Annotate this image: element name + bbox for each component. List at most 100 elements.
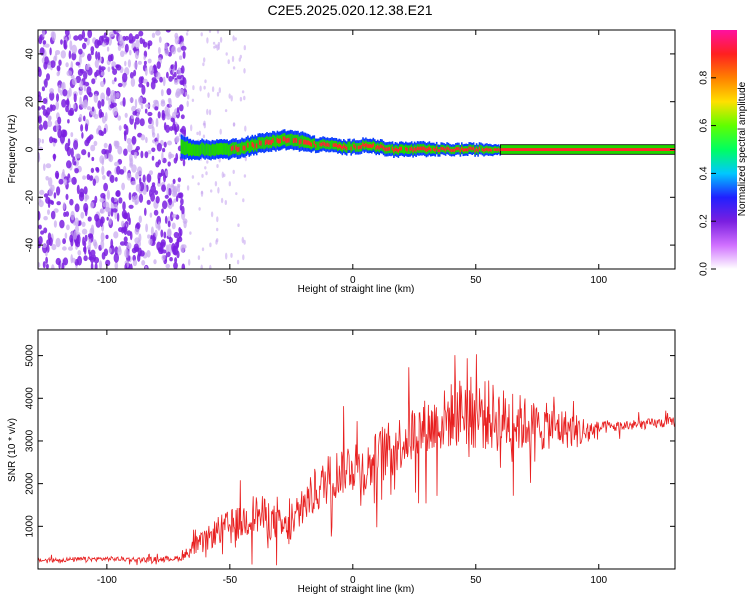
ridge-mid <box>402 144 404 154</box>
ridge-core <box>288 137 290 143</box>
ridge-core <box>298 139 301 145</box>
noise-speckle <box>230 252 233 258</box>
noise-speckle <box>128 192 132 201</box>
ridge-core <box>354 145 357 150</box>
noise-speckle <box>217 187 220 194</box>
noise-speckle <box>91 106 95 112</box>
noise-speckle <box>49 88 54 94</box>
noise-speckle <box>98 129 103 136</box>
noise-speckle <box>165 244 169 253</box>
ridge-core <box>236 147 239 152</box>
ridge-mid <box>239 143 242 155</box>
noise-speckle <box>141 260 146 266</box>
noise-speckle <box>48 187 53 197</box>
noise-speckle <box>197 255 201 260</box>
ridge-mid <box>224 143 227 155</box>
noise-speckle <box>165 30 171 33</box>
noise-speckle <box>156 142 162 152</box>
noise-speckle <box>215 239 218 245</box>
noise-speckle <box>63 178 68 186</box>
ridge-core <box>474 149 476 153</box>
ridge-core <box>345 146 348 151</box>
noise-speckle <box>43 216 48 221</box>
ridge-mid <box>217 143 220 156</box>
noise-speckle <box>201 173 204 178</box>
noise-speckle <box>106 189 110 200</box>
noise-speckle <box>153 99 159 105</box>
noise-speckle <box>76 184 80 195</box>
ridge-core <box>477 149 479 153</box>
noise-speckle <box>177 177 182 183</box>
noise-speckle <box>40 230 45 235</box>
ridge-core <box>325 143 327 147</box>
noise-speckle <box>164 215 168 224</box>
noise-speckle <box>50 60 56 68</box>
noise-speckle <box>164 49 170 56</box>
noise-speckle <box>130 180 137 186</box>
noise-speckle <box>113 252 120 263</box>
noise-speckle <box>126 242 132 250</box>
noise-speckle <box>71 176 77 185</box>
ridge-mid <box>185 141 187 155</box>
snr-panel: -100 -50 0 50 100 1000 2000 3000 4000 5000 Heigh… <box>7 329 676 595</box>
noise-speckle <box>51 31 57 42</box>
noise-speckle <box>92 178 97 186</box>
ridge-mid <box>297 134 299 147</box>
ridge-core <box>405 147 407 151</box>
noise-speckle <box>89 175 94 181</box>
noise-speckle <box>188 259 191 266</box>
noise-speckle <box>111 79 115 85</box>
noise-speckle <box>122 201 126 211</box>
noise-speckle <box>148 238 153 246</box>
noise-speckle <box>161 109 165 119</box>
ridge-core <box>266 139 268 144</box>
noise-speckle <box>146 199 151 205</box>
ridge-core <box>427 147 429 152</box>
noise-speckle <box>160 229 164 238</box>
noise-speckle <box>65 62 69 68</box>
ridge-mid <box>351 142 354 151</box>
noise-speckle <box>138 233 142 242</box>
noise-speckle <box>177 185 181 193</box>
noise-speckle <box>81 132 84 139</box>
noise-speckle <box>107 54 113 62</box>
noise-speckle <box>41 105 46 110</box>
noise-speckle <box>173 262 178 269</box>
noise-speckle <box>146 173 152 183</box>
ridge-mid <box>193 144 196 157</box>
noise-speckle <box>84 123 89 132</box>
ridge-core <box>294 137 296 143</box>
noise-speckle <box>74 168 79 174</box>
noise-speckle <box>177 67 182 76</box>
ridge-mid <box>227 144 230 157</box>
noise-speckle <box>205 171 208 176</box>
noise-speckle <box>156 61 161 69</box>
noise-speckle <box>171 222 176 230</box>
y-tick-label: -40 <box>25 237 36 252</box>
noise-speckle <box>93 93 99 103</box>
ridge-mid <box>431 145 434 154</box>
noise-speckle <box>243 68 246 74</box>
x-tick-label: -50 <box>223 575 238 586</box>
noise-speckle <box>124 35 129 41</box>
noise-speckle <box>49 91 55 101</box>
noise-speckle <box>83 115 86 122</box>
noise-speckle <box>157 172 161 181</box>
noise-speckle <box>115 64 122 71</box>
noise-speckle <box>156 71 161 80</box>
noise-speckle <box>63 39 67 49</box>
colorbar-tick-label: 0.4 <box>699 166 710 180</box>
noise-speckle <box>101 148 107 155</box>
ridge-core <box>278 138 280 144</box>
noise-speckle <box>59 219 65 229</box>
ridge-core <box>232 145 234 151</box>
noise-speckle <box>44 43 50 48</box>
noise-speckle <box>83 202 89 213</box>
noise-speckle <box>224 109 228 113</box>
noise-speckle <box>177 47 182 53</box>
ridge-core <box>418 146 420 151</box>
noise-speckle <box>147 124 153 129</box>
noise-speckle <box>169 257 173 262</box>
noise-speckle <box>121 182 125 191</box>
noise-speckle <box>60 50 66 59</box>
